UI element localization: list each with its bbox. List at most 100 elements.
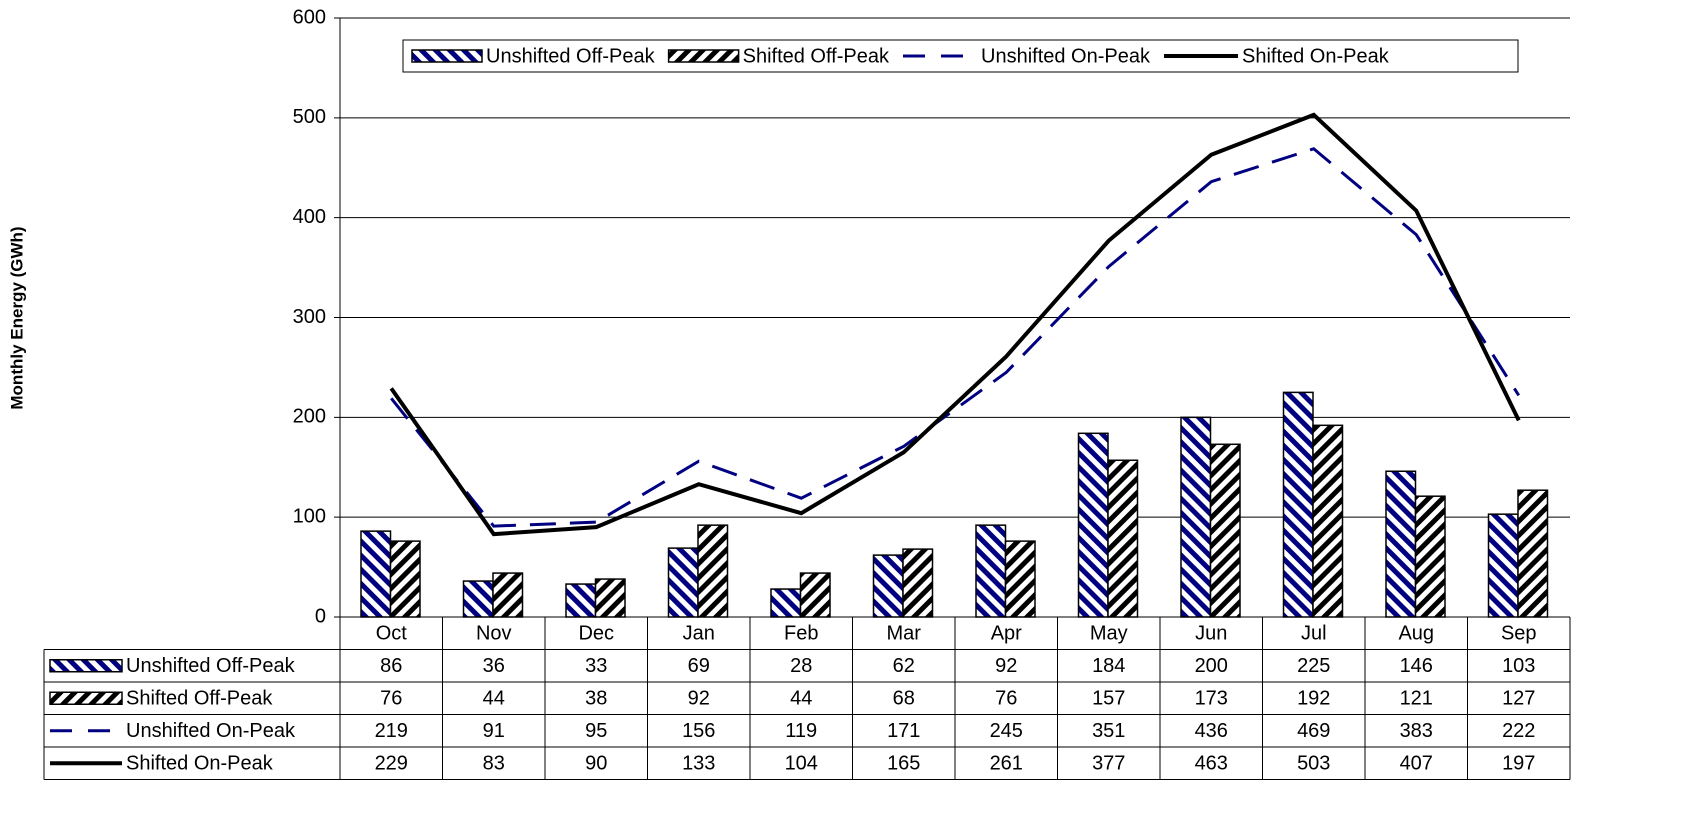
bar [667, 547, 699, 618]
table-cell: 103 [1502, 655, 1535, 677]
table-cell: 68 [893, 688, 915, 710]
bar [594, 578, 626, 618]
bar [770, 588, 802, 618]
bar [565, 583, 597, 618]
table-cell: 69 [688, 655, 710, 677]
x-tick-label: Sep [1501, 623, 1537, 645]
x-tick-label: Jun [1195, 623, 1227, 645]
legend-label: Unshifted On-Peak [981, 45, 1151, 67]
table-cell: 28 [790, 655, 812, 677]
y-tick-label: 400 [293, 206, 326, 228]
table-cell: 200 [1195, 655, 1228, 677]
y-tick-label: 200 [293, 406, 326, 428]
table-cell: 184 [1092, 655, 1125, 677]
bar [697, 524, 729, 618]
table-cell: 33 [585, 655, 607, 677]
table-cell: 503 [1297, 753, 1330, 775]
table-cell: 192 [1297, 688, 1330, 710]
y-tick-label: 600 [293, 6, 326, 28]
x-tick-label: Nov [476, 623, 512, 645]
table-cell: 86 [380, 655, 402, 677]
y-tick-label: 500 [293, 106, 326, 128]
table-cell: 76 [380, 688, 402, 710]
table-cell: 127 [1502, 688, 1535, 710]
table-cell: 121 [1400, 688, 1433, 710]
table-cell: 463 [1195, 753, 1228, 775]
y-tick-label: 0 [315, 605, 326, 627]
table-cell: 407 [1400, 753, 1433, 775]
bar [492, 572, 524, 618]
bar [1004, 540, 1036, 618]
table-cell: 156 [682, 720, 715, 742]
table-cell: 219 [375, 720, 408, 742]
table-cell: 91 [483, 720, 505, 742]
bar [1517, 489, 1549, 618]
table-cell: 261 [990, 753, 1023, 775]
table-cell: 225 [1297, 655, 1330, 677]
table-cell: 38 [585, 688, 607, 710]
legend-swatch [411, 49, 483, 63]
table-row-label: Unshifted Off-Peak [126, 655, 296, 677]
line [390, 147, 1521, 528]
bar [1312, 424, 1344, 618]
bar [389, 540, 421, 618]
bar [1180, 416, 1212, 618]
table-cell: 377 [1092, 753, 1125, 775]
table-cell: 469 [1297, 720, 1330, 742]
table-cell: 222 [1502, 720, 1535, 742]
table-cell: 104 [785, 753, 818, 775]
x-tick-label: Apr [991, 623, 1022, 645]
table-cell: 436 [1195, 720, 1228, 742]
bar [462, 580, 494, 618]
y-tick-label: 300 [293, 306, 326, 328]
line [389, 112, 1521, 537]
legend-label: Shifted On-Peak [1242, 45, 1390, 67]
x-tick-label: Jul [1301, 623, 1327, 645]
table-row-label: Shifted Off-Peak [126, 688, 273, 710]
table-cell: 44 [790, 688, 812, 710]
table-row-label: Shifted On-Peak [126, 753, 274, 775]
legend-label: Unshifted Off-Peak [486, 45, 656, 67]
table-cell: 83 [483, 753, 505, 775]
x-tick-label: Mar [887, 623, 922, 645]
table-cell: 157 [1092, 688, 1125, 710]
table-cell: 171 [887, 720, 920, 742]
bar [360, 530, 392, 618]
bar [1385, 470, 1417, 618]
table-cell: 76 [995, 688, 1017, 710]
table-cell: 90 [585, 753, 607, 775]
table-row-label: Unshifted On-Peak [126, 720, 296, 742]
bar [1107, 459, 1139, 618]
table-cell: 197 [1502, 753, 1535, 775]
table-cell: 351 [1092, 720, 1125, 742]
legend-box [402, 39, 1519, 73]
table-cell: 36 [483, 655, 505, 677]
x-tick-label: May [1090, 623, 1128, 645]
y-tick-label: 100 [293, 505, 326, 527]
table-cell: 92 [688, 688, 710, 710]
table-cell: 92 [995, 655, 1017, 677]
table-cell: 173 [1195, 688, 1228, 710]
legend-swatch [667, 49, 740, 63]
x-tick-label: Dec [578, 623, 614, 645]
table-cell: 165 [887, 753, 920, 775]
bar [1209, 443, 1241, 618]
bar [975, 524, 1007, 618]
table-cell: 383 [1400, 720, 1433, 742]
table-cell: 133 [682, 753, 715, 775]
bar [872, 554, 904, 618]
legend-swatch [49, 659, 123, 673]
bar [1282, 391, 1314, 618]
x-tick-label: Oct [376, 623, 408, 645]
bar [902, 548, 934, 618]
table-cell: 229 [375, 753, 408, 775]
bar [1077, 432, 1109, 618]
x-tick-label: Feb [784, 623, 818, 645]
y-axis-label: Monthly Energy (GWh) [7, 226, 26, 409]
table-cell: 95 [585, 720, 607, 742]
bar [1487, 513, 1519, 618]
table-cell: 245 [990, 720, 1023, 742]
x-tick-label: Jan [683, 623, 715, 645]
legend-swatch [49, 691, 123, 705]
